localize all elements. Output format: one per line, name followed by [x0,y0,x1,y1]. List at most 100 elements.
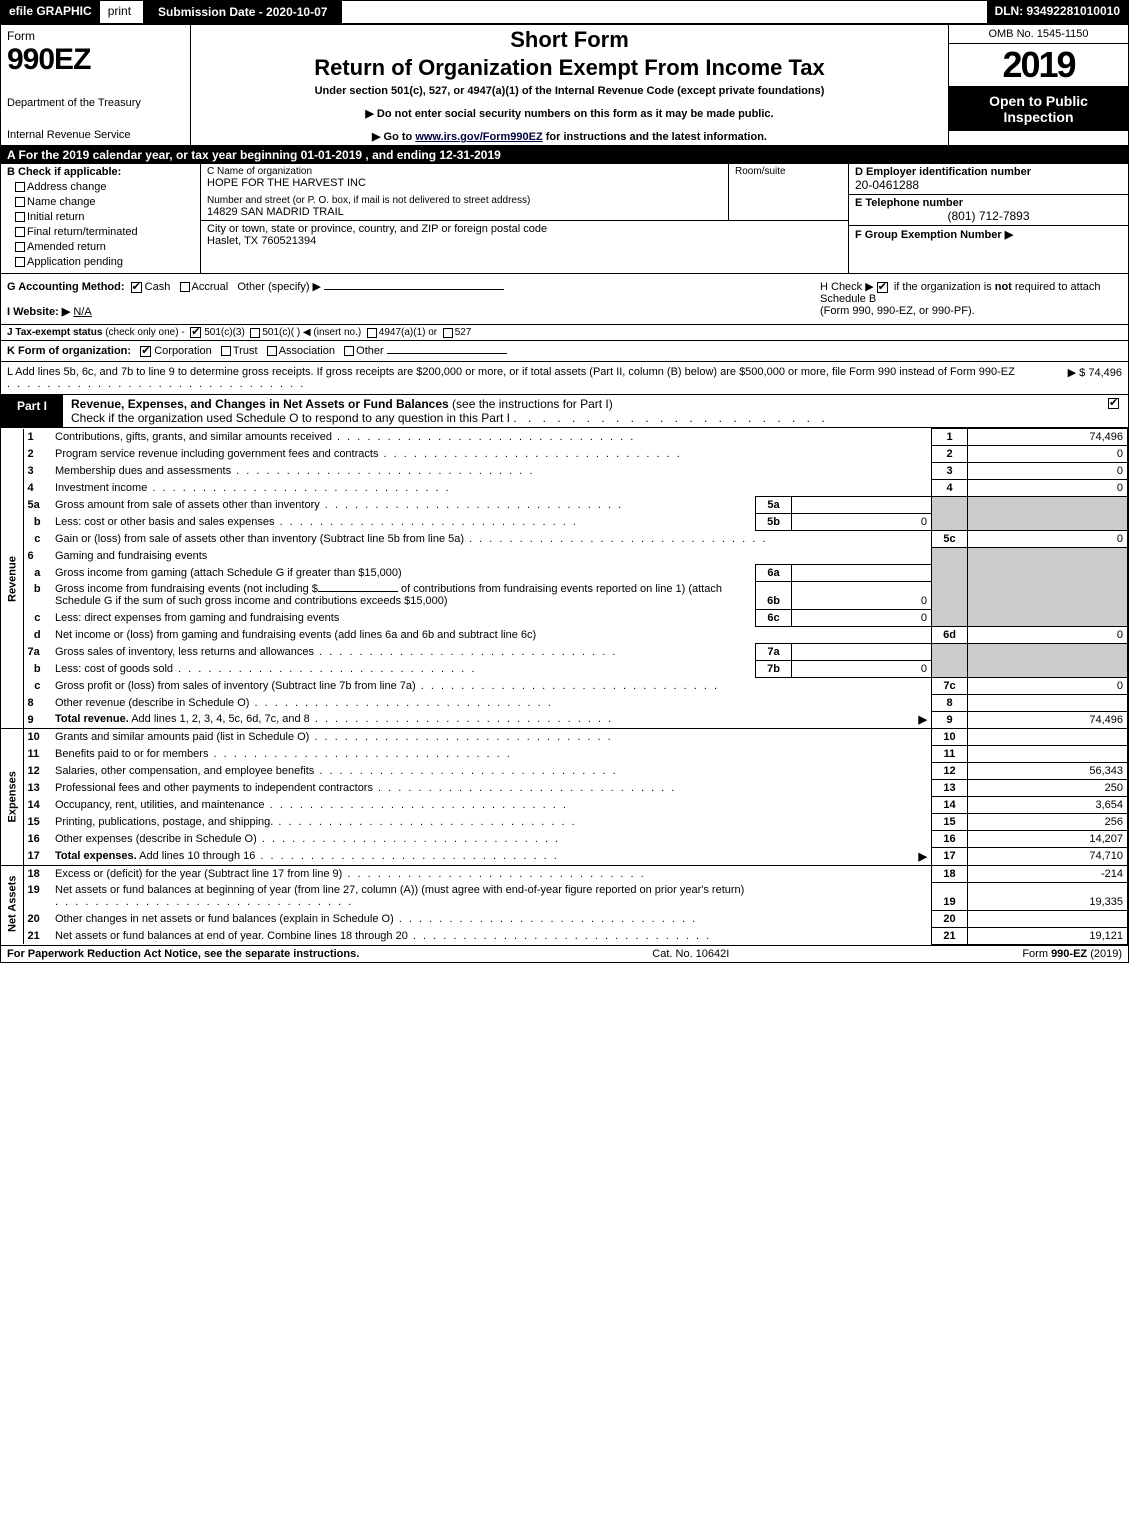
line-4-desc: Investment income [55,482,927,494]
gh-row: G Accounting Method: Cash Accrual Other … [1,274,1128,325]
j-sub: (check only one) - [105,327,184,338]
part-i-checkbox-cell [1068,395,1128,427]
line-17-desc: Total expenses. Add lines 10 through 16 [55,850,919,863]
footer-formref: Form 990-EZ (2019) [1022,948,1122,960]
line-7c-desc: Gross profit or (loss) from sales of inv… [55,680,927,692]
org-street: 14829 SAN MADRID TRAIL [207,206,722,218]
line-5a-amt [792,497,932,514]
chk-other-org[interactable] [344,346,354,356]
header-right: OMB No. 1545-1150 2019 Open to Public In… [948,25,1128,145]
chk-h[interactable] [877,282,888,293]
d-label: D Employer identification number [855,166,1031,178]
chk-initial-return[interactable]: Initial return [15,211,194,223]
dept-irs: Internal Revenue Service [7,129,184,141]
part-i-title: Revenue, Expenses, and Changes in Net As… [71,397,449,411]
line-19-desc: Net assets or fund balances at beginning… [51,882,932,910]
line-5c-desc: Gain or (loss) from sale of assets other… [55,533,927,545]
line-12-amt: 56,343 [968,763,1128,780]
section-g: G Accounting Method: Cash Accrual Other … [7,280,812,318]
taxyear-pre: A For the 2019 calendar year, or tax yea… [7,148,301,162]
part-i-table: Revenue 1 Contributions, gifts, grants, … [1,428,1128,945]
chk-amended-return[interactable]: Amended return [15,241,194,253]
line-7a-amt [792,643,932,660]
chk-527[interactable] [443,328,453,338]
phone-value: (801) 712-7893 [855,209,1122,223]
addr-label: Number and street (or P. O. box, if mail… [207,195,722,206]
arrow-icon: ▶ [919,713,927,726]
section-b: B Check if applicable: Address change Na… [1,164,201,273]
line-12: 12 Salaries, other compensation, and emp… [1,763,1128,780]
other-org-line[interactable] [387,353,507,354]
line-21: 21 Net assets or fund balances at end of… [1,927,1128,944]
section-def: D Employer identification number 20-0461… [848,164,1128,273]
line-7a-desc: Gross sales of inventory, less returns a… [55,646,751,658]
shade-6 [932,548,968,627]
line-10: Expenses 10 Grants and similar amounts p… [1,729,1128,746]
line-6b-amt: 0 [792,581,932,609]
chk-501c[interactable] [250,328,260,338]
line-16-desc: Other expenses (describe in Schedule O) [55,833,927,845]
chk-address-change[interactable]: Address change [15,181,194,193]
line-14: 14 Occupancy, rent, utilities, and maint… [1,797,1128,814]
b-label: B Check if applicable: [7,166,194,178]
chk-application-pending[interactable]: Application pending [15,256,194,268]
line-a-taxyear: A For the 2019 calendar year, or tax yea… [1,146,1128,164]
line-7a: 7a Gross sales of inventory, less return… [1,643,1128,660]
arrow-icon: ▶ [919,850,927,863]
section-k: K Form of organization: Corporation Trus… [1,341,1128,362]
e-phone: E Telephone number (801) 712-7893 [849,194,1128,225]
line-1-boxno: 1 [932,429,968,446]
line-6-desc: Gaming and fundraising events [51,548,932,565]
line-3-desc: Membership dues and assessments [55,465,927,477]
g-label: G Accounting Method: [7,281,125,293]
section-j: J Tax-exempt status (check only one) - 5… [1,325,1128,341]
l-amount: ▶ $ 74,496 [1068,366,1122,390]
chk-part-i-schedule-o[interactable] [1108,398,1119,409]
line-3-amt: 0 [968,463,1128,480]
line-6: 6 Gaming and fundraising events [1,548,1128,565]
line-5a: 5a Gross amount from sale of assets othe… [1,497,1128,514]
sidebar-expenses: Expenses [1,729,23,866]
form-label: Form [7,29,184,43]
chk-name-change[interactable]: Name change [15,196,194,208]
line-7c-amt: 0 [968,677,1128,694]
line-18-desc: Excess or (deficit) for the year (Subtra… [55,868,927,880]
chk-4947[interactable] [367,328,377,338]
form-title: Return of Organization Exempt From Incom… [199,55,940,81]
line-18: Net Assets 18 Excess or (deficit) for th… [1,865,1128,882]
chk-corporation[interactable] [140,346,151,357]
goto-instruction: ▶ Go to www.irs.gov/Form990EZ for instru… [199,130,940,143]
chk-trust[interactable] [221,346,231,356]
other-specify-line[interactable] [324,289,504,290]
footer-catno: Cat. No. 10642I [652,948,729,960]
org-name-cell: C Name of organization HOPE FOR THE HARV… [201,164,728,220]
line-11-amt [968,746,1128,763]
line-8-amt [968,694,1128,711]
line-8: 8 Other revenue (describe in Schedule O)… [1,694,1128,711]
goto-link[interactable]: www.irs.gov/Form990EZ [415,131,542,143]
line-16-amt: 14,207 [968,831,1128,848]
line-21-desc: Net assets or fund balances at end of ye… [55,930,927,942]
line-8-desc: Other revenue (describe in Schedule O) [55,697,927,709]
footer-left: For Paperwork Reduction Act Notice, see … [7,948,359,960]
line-17: 17 Total expenses. Add lines 10 through … [1,848,1128,866]
line-10-amt [968,729,1128,746]
line-13-amt: 250 [968,780,1128,797]
chk-501c3[interactable] [190,327,201,338]
chk-association[interactable] [267,346,277,356]
chk-final-return[interactable]: Final return/terminated [15,226,194,238]
i-label: I Website: ▶ [7,306,70,318]
f-label: F Group Exemption Number ▶ [855,229,1013,241]
taxyear-mid: , and ending [362,148,439,162]
submission-date-badge: Submission Date - 2020-10-07 [143,1,342,23]
e-label: E Telephone number [855,197,963,209]
org-name: HOPE FOR THE HARVEST INC [207,177,722,189]
line-7c: c Gross profit or (loss) from sales of i… [1,677,1128,694]
header-left: Form 990EZ Department of the Treasury In… [1,25,191,145]
entity-block: B Check if applicable: Address change Na… [1,164,1128,274]
section-c: C Name of organization HOPE FOR THE HARV… [201,164,848,273]
chk-cash[interactable] [131,282,142,293]
shade-7 [932,643,968,677]
print-link[interactable]: print [100,1,139,23]
chk-accrual[interactable] [180,282,190,292]
